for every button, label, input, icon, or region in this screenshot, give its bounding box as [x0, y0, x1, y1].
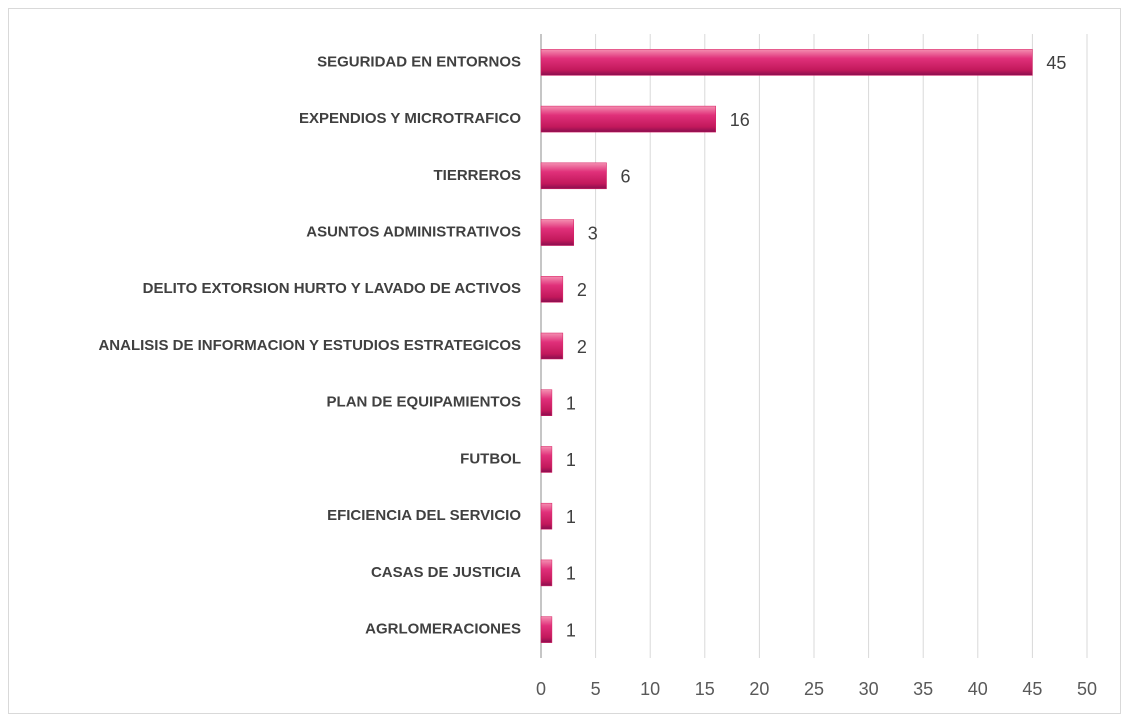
- x-tick-label: 50: [1077, 679, 1097, 699]
- bar: [540, 105, 716, 133]
- bar: [540, 389, 553, 416]
- y-tick-label: TIERREROS: [433, 167, 521, 184]
- bar: [540, 276, 564, 303]
- value-label: 16: [730, 110, 750, 130]
- x-tick-label: 20: [749, 679, 769, 699]
- x-tick-label: 25: [804, 679, 824, 699]
- y-tick-label: EFICIENCIA DEL SERVICIO: [327, 507, 521, 524]
- bar: [540, 219, 575, 246]
- bar: [540, 332, 564, 360]
- value-label: 45: [1046, 53, 1066, 73]
- value-label: 2: [577, 337, 587, 357]
- bar: [540, 502, 553, 530]
- value-label: 2: [577, 280, 587, 300]
- y-tick-label: ANALISIS DE INFORMACION Y ESTUDIOS ESTRA…: [98, 337, 521, 354]
- bar: [540, 446, 553, 473]
- bar: [540, 616, 553, 643]
- x-tick-label: 15: [695, 679, 715, 699]
- y-tick-label: CASAS DE JUSTICIA: [371, 564, 521, 581]
- bar: [540, 559, 553, 587]
- x-tick-label: 45: [1022, 679, 1042, 699]
- x-tick-label: 5: [591, 679, 601, 699]
- x-tick-label: 30: [859, 679, 879, 699]
- x-tick-label: 0: [536, 679, 546, 699]
- y-tick-label: AGRLOMERACIONES: [365, 621, 521, 638]
- value-label: 1: [566, 620, 576, 640]
- value-label: 1: [566, 507, 576, 527]
- value-label: 1: [566, 564, 576, 584]
- y-tick-label: ASUNTOS ADMINISTRATIVOS: [306, 224, 521, 241]
- y-tick-label: FUTBOL: [460, 450, 521, 467]
- y-tick-label: EXPENDIOS Y MICROTRAFICO: [299, 110, 521, 127]
- x-tick-label: 40: [968, 679, 988, 699]
- bar: [540, 49, 1033, 76]
- value-label: 6: [621, 167, 631, 187]
- y-tick-label: DELITO EXTORSION HURTO Y LAVADO DE ACTIV…: [143, 280, 521, 297]
- x-tick-label: 35: [913, 679, 933, 699]
- bar: [540, 162, 607, 190]
- y-tick-label: PLAN DE EQUIPAMIENTOS: [327, 394, 521, 411]
- value-label: 1: [566, 393, 576, 413]
- value-label: 1: [566, 450, 576, 470]
- x-tick-label: 10: [640, 679, 660, 699]
- y-tick-label: SEGURIDAD EN ENTORNOS: [317, 53, 521, 70]
- value-label: 3: [588, 223, 598, 243]
- chart-border: [8, 8, 1121, 714]
